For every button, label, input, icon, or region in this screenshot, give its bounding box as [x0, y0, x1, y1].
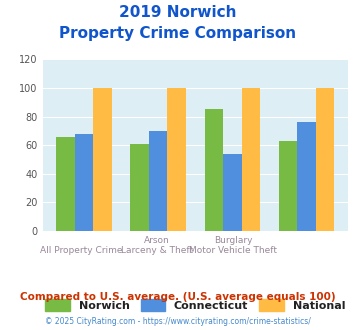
- Text: Property Crime Comparison: Property Crime Comparison: [59, 26, 296, 41]
- Bar: [223, 154, 241, 231]
- Text: All Property Crime: All Property Crime: [39, 246, 122, 255]
- Bar: [56, 137, 75, 231]
- Bar: [93, 88, 112, 231]
- Text: Burglary: Burglary: [214, 236, 253, 245]
- Bar: [279, 141, 297, 231]
- Text: Compared to U.S. average. (U.S. average equals 100): Compared to U.S. average. (U.S. average …: [20, 292, 335, 302]
- Text: Larceny & Theft: Larceny & Theft: [121, 246, 193, 255]
- Bar: [149, 131, 168, 231]
- Bar: [168, 88, 186, 231]
- Text: © 2025 CityRating.com - https://www.cityrating.com/crime-statistics/: © 2025 CityRating.com - https://www.city…: [45, 317, 310, 326]
- Text: Motor Vehicle Theft: Motor Vehicle Theft: [190, 246, 277, 255]
- Bar: [204, 110, 223, 231]
- Bar: [316, 88, 334, 231]
- Bar: [241, 88, 260, 231]
- Legend: Norwich, Connecticut, National: Norwich, Connecticut, National: [41, 295, 350, 315]
- Text: 2019 Norwich: 2019 Norwich: [119, 5, 236, 20]
- Text: Arson: Arson: [144, 236, 170, 245]
- Bar: [131, 144, 149, 231]
- Bar: [75, 134, 93, 231]
- Bar: [297, 122, 316, 231]
